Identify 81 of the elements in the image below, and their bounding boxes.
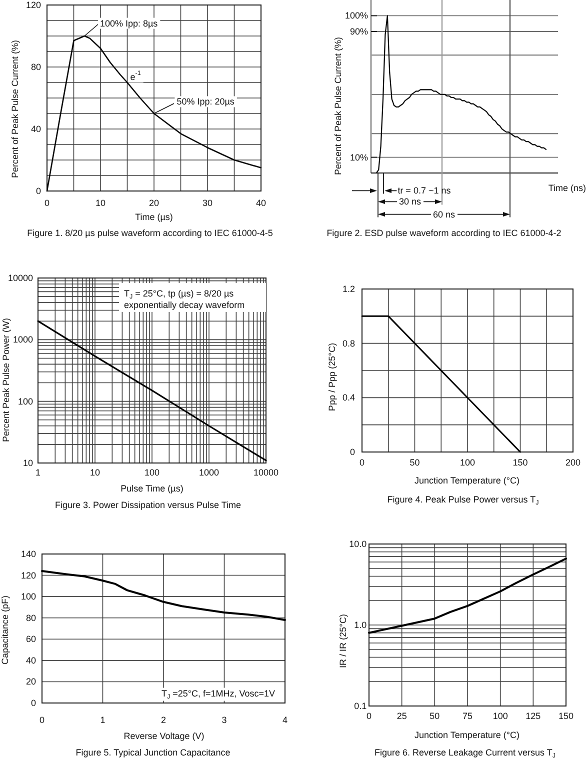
- x-tick-label: 50: [410, 458, 420, 468]
- x-tick-label: 100: [460, 458, 476, 468]
- text: Figure 5. Typical Junction Capacitance: [76, 747, 230, 758]
- y-axis-title: Percent of Peak Pulse Current (%): [333, 36, 343, 176]
- text: 60 ns: [432, 209, 456, 220]
- annotation: T$_{J}$ =25°C, f=1MHz, Vosc=1V: [161, 688, 275, 700]
- x-tick-label: 25: [396, 711, 407, 721]
- y-axis-title: Ppp / Ppp (25°C): [327, 342, 337, 412]
- y-tick-label: 120: [20, 570, 36, 580]
- text: Figure 4. Peak Pulse Power versus T$_{J}$: [387, 494, 539, 506]
- y-tick-label: 0: [36, 186, 41, 196]
- annotation: T$_{J}$ = 25°C, tp (µs) = 8/20 µs: [124, 288, 234, 300]
- y-axis-title: Capacitance (pF): [0, 595, 10, 665]
- x-axis-title: Pulse Time (µs): [120, 483, 184, 494]
- x-tick-label: 0: [44, 198, 50, 208]
- x-tick-label: 150: [558, 711, 574, 721]
- line-series: [371, 15, 547, 174]
- x-tick-label: 4: [282, 715, 288, 725]
- x-tick-label: 100: [492, 711, 508, 721]
- line-series: [41, 570, 286, 621]
- y-tick-label: 60: [26, 634, 36, 644]
- y-tick-label: 10%: [350, 152, 368, 162]
- x-tick-label: 2: [160, 715, 166, 725]
- y-tick-label: 100%: [344, 10, 368, 21]
- x-axis-title: Reverse Voltage (V): [124, 731, 204, 741]
- x-tick-label: 10000: [253, 467, 279, 478]
- y-tick-label: 10000: [8, 273, 33, 283]
- annotation: 50% Ipp: 20µs: [176, 96, 235, 107]
- y-tick-label: 0.8: [342, 338, 355, 348]
- y-tick-label: 40: [26, 655, 36, 666]
- y-tick-label: 100: [18, 396, 33, 406]
- y-tick-label: 140: [20, 549, 36, 559]
- x-tick-label: 20: [148, 198, 160, 208]
- y-tick-label: 10.0: [349, 539, 367, 549]
- y-tick-label: 1.2: [342, 284, 355, 294]
- annotation: exponentially decay waveform: [124, 300, 245, 310]
- annotation: 100% Ipp: 8µs: [100, 18, 158, 28]
- x-tick-label: 10: [90, 467, 100, 478]
- y-tick-label: 80: [26, 612, 36, 623]
- y-tick-label: 90%: [350, 26, 368, 36]
- y-tick-label: 0.1: [354, 701, 367, 711]
- line-series: [368, 558, 567, 634]
- y-tick-label: 1.0: [354, 620, 367, 630]
- y-tick-label: 1000: [12, 334, 33, 345]
- x-axis-title: Time (ns): [548, 183, 586, 193]
- y-tick-label: 0: [30, 698, 36, 708]
- text: Figure 1. 8/20 µs pulse waveform according to IEC 61000-4-5: [27, 228, 273, 238]
- x-tick-label: 40: [256, 198, 266, 208]
- text: tr = 0.7 ~1 ns: [398, 186, 452, 196]
- y-axis-title: IR / IR (25°C): [338, 614, 348, 668]
- line-series: [37, 320, 267, 462]
- x-axis-title: Junction Temperature (°C): [414, 730, 520, 740]
- line-series: [46, 35, 262, 192]
- x-tick-label: 30: [202, 198, 213, 208]
- text: Figure 2. ESD pulse waveform according to IEC 61000-4-2: [326, 228, 562, 238]
- x-tick-label: 50: [430, 711, 440, 721]
- text: 30 ns: [398, 196, 422, 207]
- x-tick-label: 150: [512, 458, 528, 468]
- y-tick-label: 0.4: [342, 392, 355, 403]
- y-axis-title: Percent Peak Pulse Power (W): [1, 318, 11, 442]
- annotation: e$^{-1}$: [130, 70, 142, 82]
- x-tick-label: 1: [35, 467, 41, 478]
- y-tick-label: 120: [26, 0, 41, 10]
- x-tick-label: 1000: [198, 467, 220, 478]
- y-tick-label: 20: [26, 676, 36, 687]
- x-tick-label: 1: [100, 715, 106, 725]
- x-tick-label: 200: [565, 458, 581, 468]
- x-axis-title: Time (µs): [135, 212, 173, 222]
- text: Figure 6. Reverse Leakage Current versus T$_{J}$: [374, 748, 556, 759]
- x-tick-label: 100: [144, 467, 160, 478]
- x-tick-label: 125: [526, 711, 541, 721]
- y-tick-label: 80: [30, 62, 41, 72]
- y-axis-title: Percent of Peak Pulse Current (%): [10, 40, 20, 178]
- text: Figure 3. Power Dissipation versus Pulse Time: [54, 500, 242, 510]
- y-tick-label: 40: [30, 124, 41, 134]
- x-tick-label: 75: [462, 711, 473, 721]
- x-tick-label: 10: [95, 198, 106, 208]
- x-axis-title: Junction Temperature (°C): [414, 476, 520, 486]
- x-tick-label: 3: [222, 715, 227, 725]
- y-tick-label: 0: [350, 447, 355, 457]
- y-tick-label: 100: [20, 592, 36, 602]
